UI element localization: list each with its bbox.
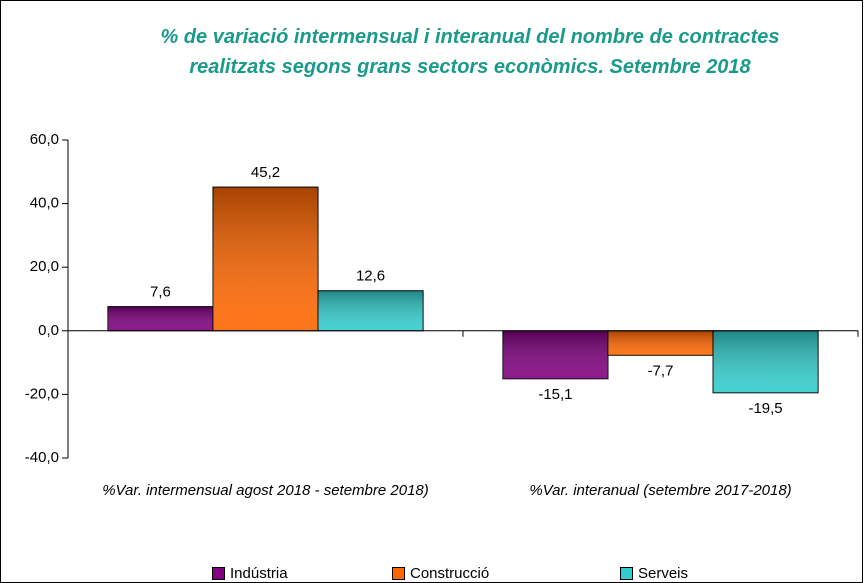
legend-label: Serveis [638, 565, 689, 582]
legend-item: Construcció [392, 565, 489, 582]
bar [607, 330, 714, 356]
data-label: -7,7 [648, 362, 674, 379]
data-label: -15,1 [538, 386, 572, 403]
y-tick-label: 40,0 [30, 195, 59, 212]
legend-label: Construcció [410, 565, 490, 582]
bar [212, 186, 319, 332]
bar [107, 306, 214, 332]
y-tick-label: -20,0 [25, 385, 59, 402]
y-tick-label: 20,0 [30, 258, 59, 275]
chart-title: % de variació intermensual i interanual … [160, 26, 780, 78]
y-tick-label: -40,0 [25, 449, 59, 466]
legend-swatch [620, 567, 633, 580]
data-label: -19,5 [748, 400, 782, 417]
x-tick-label: %Var. intermensual agost 2018 - setembre… [102, 482, 429, 499]
y-tick-label: 0,0 [38, 322, 59, 339]
bar [712, 330, 819, 394]
y-tick-label: 60,0 [30, 131, 59, 148]
legend-swatch [212, 567, 225, 580]
legend-item: Indústria [212, 565, 288, 582]
bar [317, 290, 424, 332]
legend-swatch [392, 567, 405, 580]
x-tick-label: %Var. interanual (setembre 2017-2018) [529, 482, 792, 499]
legend-label: Indústria [230, 565, 288, 582]
bar [502, 330, 609, 380]
data-label: 45,2 [251, 164, 280, 181]
data-label: 7,6 [150, 284, 171, 301]
data-label: 12,6 [356, 268, 385, 285]
legend-item: Serveis [620, 565, 688, 582]
